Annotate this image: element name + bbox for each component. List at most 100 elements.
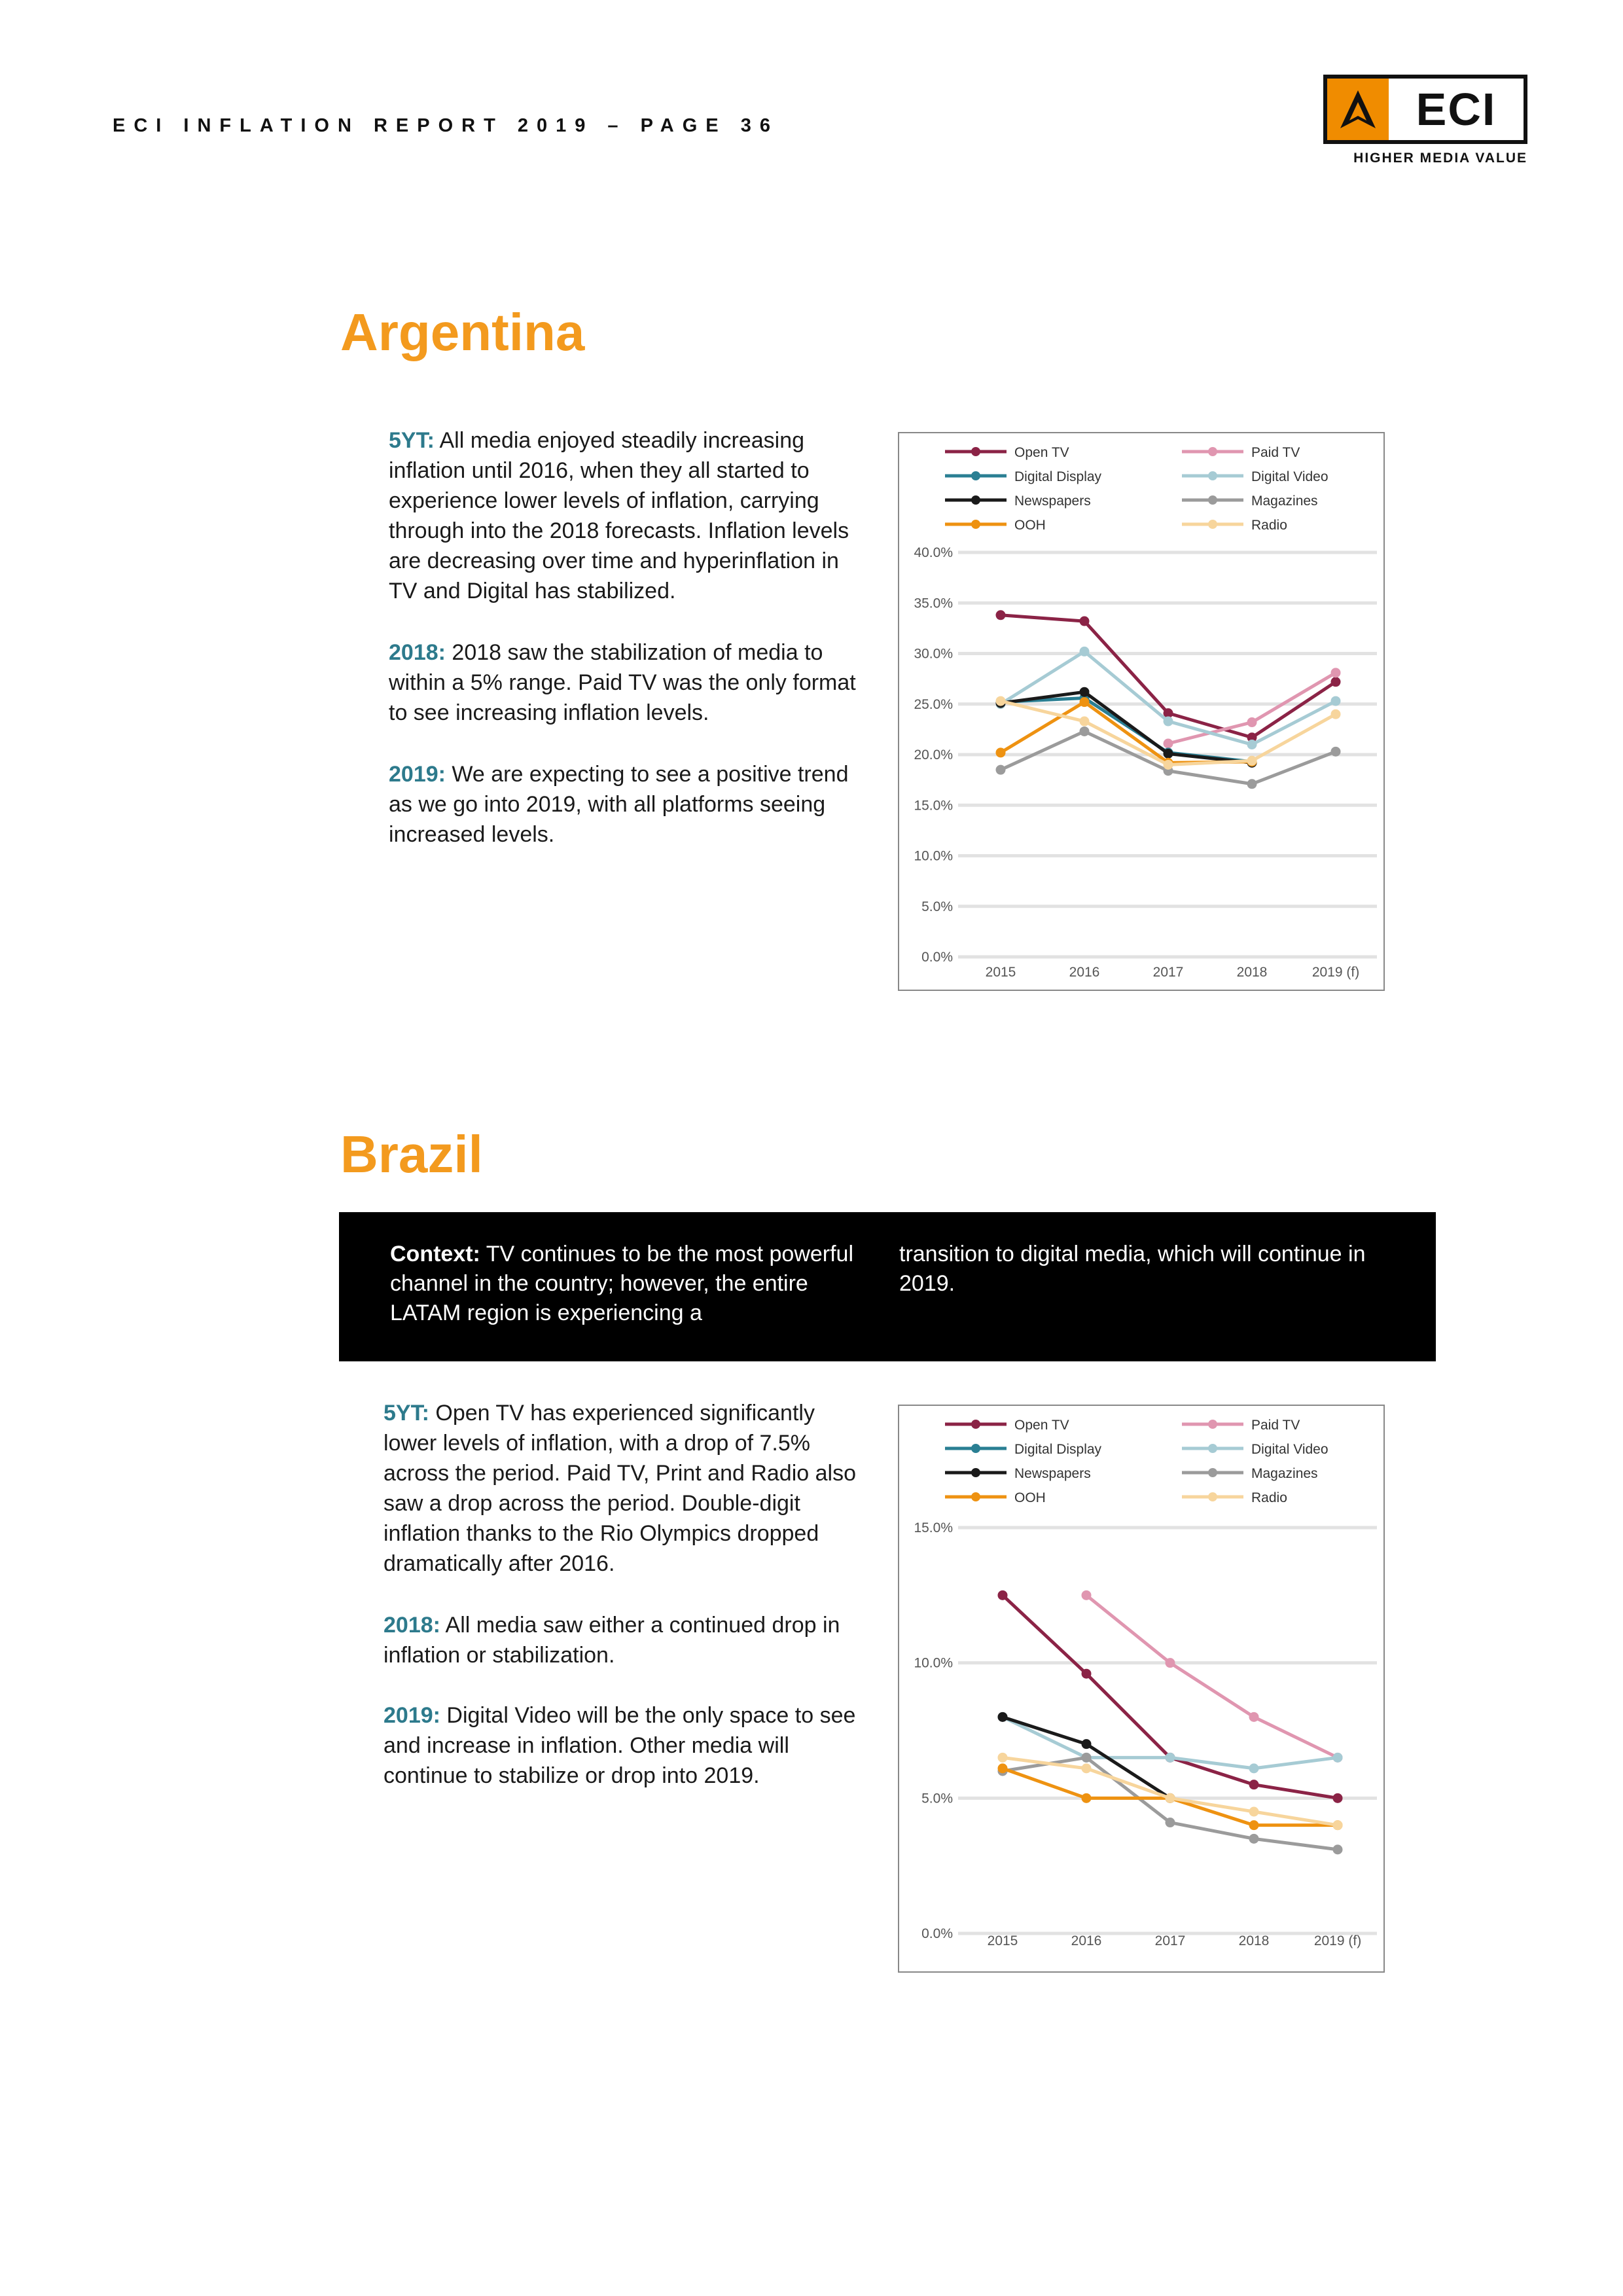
para-label: 2019: [389,762,446,787]
y-tick-label: 35.0% [914,596,953,611]
data-point [1247,740,1257,750]
legend-swatch-dot [971,471,980,480]
data-point [1247,755,1257,766]
data-point [1330,668,1341,678]
data-point [1163,738,1173,749]
para-text: We are expecting to see a positive trend… [389,762,849,847]
para-text: Digital Video will be the only space to … [383,1703,856,1788]
x-tick-label: 2017 [1153,965,1184,980]
legend-item-magazines: Magazines [1182,493,1318,509]
legend-swatch-dot [1208,520,1217,529]
legend-item-open-tv: Open TV [945,1418,1069,1433]
brazil-chart: Open TV Paid TV Digital Display Digital Vid… [898,1405,1385,1973]
legend-swatch-dot [1208,447,1217,456]
data-point [1081,1763,1092,1774]
y-tick-label: 30.0% [914,647,953,662]
legend-item-newspapers: Newspapers [945,493,1091,509]
data-point [1330,709,1341,719]
legend-item-digital-video: Digital Video [1182,1442,1329,1457]
data-point [1079,616,1090,626]
argentina-para-2019: 2019: We are expecting to see a positive… [389,759,860,850]
data-point [1079,646,1090,656]
data-point [995,747,1006,758]
legend-swatch-dot [971,1468,980,1477]
data-point [1249,1712,1259,1722]
data-point [1081,1739,1092,1749]
data-point [1079,716,1090,726]
data-point [1332,1844,1343,1855]
series-radio [995,696,1341,770]
legend-item-magazines: Magazines [1182,1466,1318,1481]
data-point [997,1590,1008,1600]
y-tick-label: 10.0% [914,849,953,864]
legend-swatch-dot [1208,495,1217,505]
series-line [1001,1594,1338,1800]
y-tick-label: 40.0% [914,545,953,560]
data-point [997,1752,1008,1763]
y-tick-label: 10.0% [914,1656,953,1671]
data-point [1247,717,1257,728]
y-tick-label: 15.0% [914,1520,953,1535]
legend-item-ooh: OOH [945,518,1046,533]
brazil-para-2019: 2019: Digital Video will be the only spa… [383,1700,868,1791]
legend-label: Magazines [1251,1466,1318,1481]
series-paid-tv [1163,668,1341,749]
para-text: 2018 saw the stabilization of media to w… [389,640,856,725]
report-header-title: ECI INFLATION REPORT 2019 – PAGE 36 [113,115,779,136]
data-point [1249,1780,1259,1790]
legend-swatch-dot [1208,1468,1217,1477]
data-point [1163,759,1173,770]
para-label: 2019: [383,1703,440,1728]
y-tick-label: 25.0% [914,697,953,712]
y-tick-label: 15.0% [914,798,953,813]
series-line [1002,1755,1338,1852]
data-point [997,1763,1008,1774]
legend-swatch-dot [971,1444,980,1453]
legend-label: Newspapers [1014,493,1091,509]
data-point [1081,1590,1092,1600]
data-point [1249,1833,1259,1844]
x-tick-label: 2017 [1155,1933,1186,1948]
para-label: 2018: [383,1613,440,1638]
data-point [995,696,1006,706]
legend-label: Open TV [1014,1418,1069,1433]
legend-swatch-dot [1208,1420,1217,1429]
data-point [1163,716,1173,726]
legend-label: Open TV [1014,445,1069,460]
brazil-chart-svg: Open TV Paid TV Digital Display Digital Vid… [914,1418,1377,1948]
context-right-text: transition to digital media, which will … [899,1242,1366,1296]
x-tick-label: 2015 [986,965,1016,980]
brazil-para-2018: 2018: All media saw either a continued d… [383,1610,868,1670]
data-point [1330,746,1341,757]
data-point [1163,748,1173,759]
data-point [1163,708,1173,719]
legend-item-open-tv: Open TV [945,445,1069,460]
legend-item-digital-display: Digital Display [945,469,1102,484]
data-point [1332,1793,1343,1803]
data-point [1330,677,1341,687]
para-label: 5YT: [383,1401,429,1426]
para-label: 2018: [389,640,446,665]
data-point [1330,696,1341,706]
brazil-title: Brazil [340,1125,483,1183]
legend-swatch-dot [971,1492,980,1501]
y-tick-label: 0.0% [921,1926,953,1941]
legend-label: Newspapers [1014,1466,1091,1481]
series-magazines [997,1752,1343,1855]
data-point [1079,687,1090,697]
series-line [1085,1594,1339,1759]
data-point [1332,1752,1343,1763]
legend-label: Digital Video [1251,469,1329,484]
series-line [1000,690,1253,764]
x-tick-label: 2016 [1069,965,1100,980]
para-text: Open TV has experienced significantly lo… [383,1401,856,1576]
data-point [1165,1793,1175,1803]
data-point [1081,1793,1092,1803]
legend-item-paid-tv: Paid TV [1182,1418,1300,1433]
para-text: All media enjoyed steadily increasing in… [389,428,849,603]
arrow-logo-icon [1327,79,1389,140]
data-point [1165,1752,1175,1763]
y-tick-label: 5.0% [921,899,953,914]
x-tick-label: 2015 [988,1933,1018,1948]
context-left-body: TV continues to be the most powerful cha… [390,1242,854,1325]
